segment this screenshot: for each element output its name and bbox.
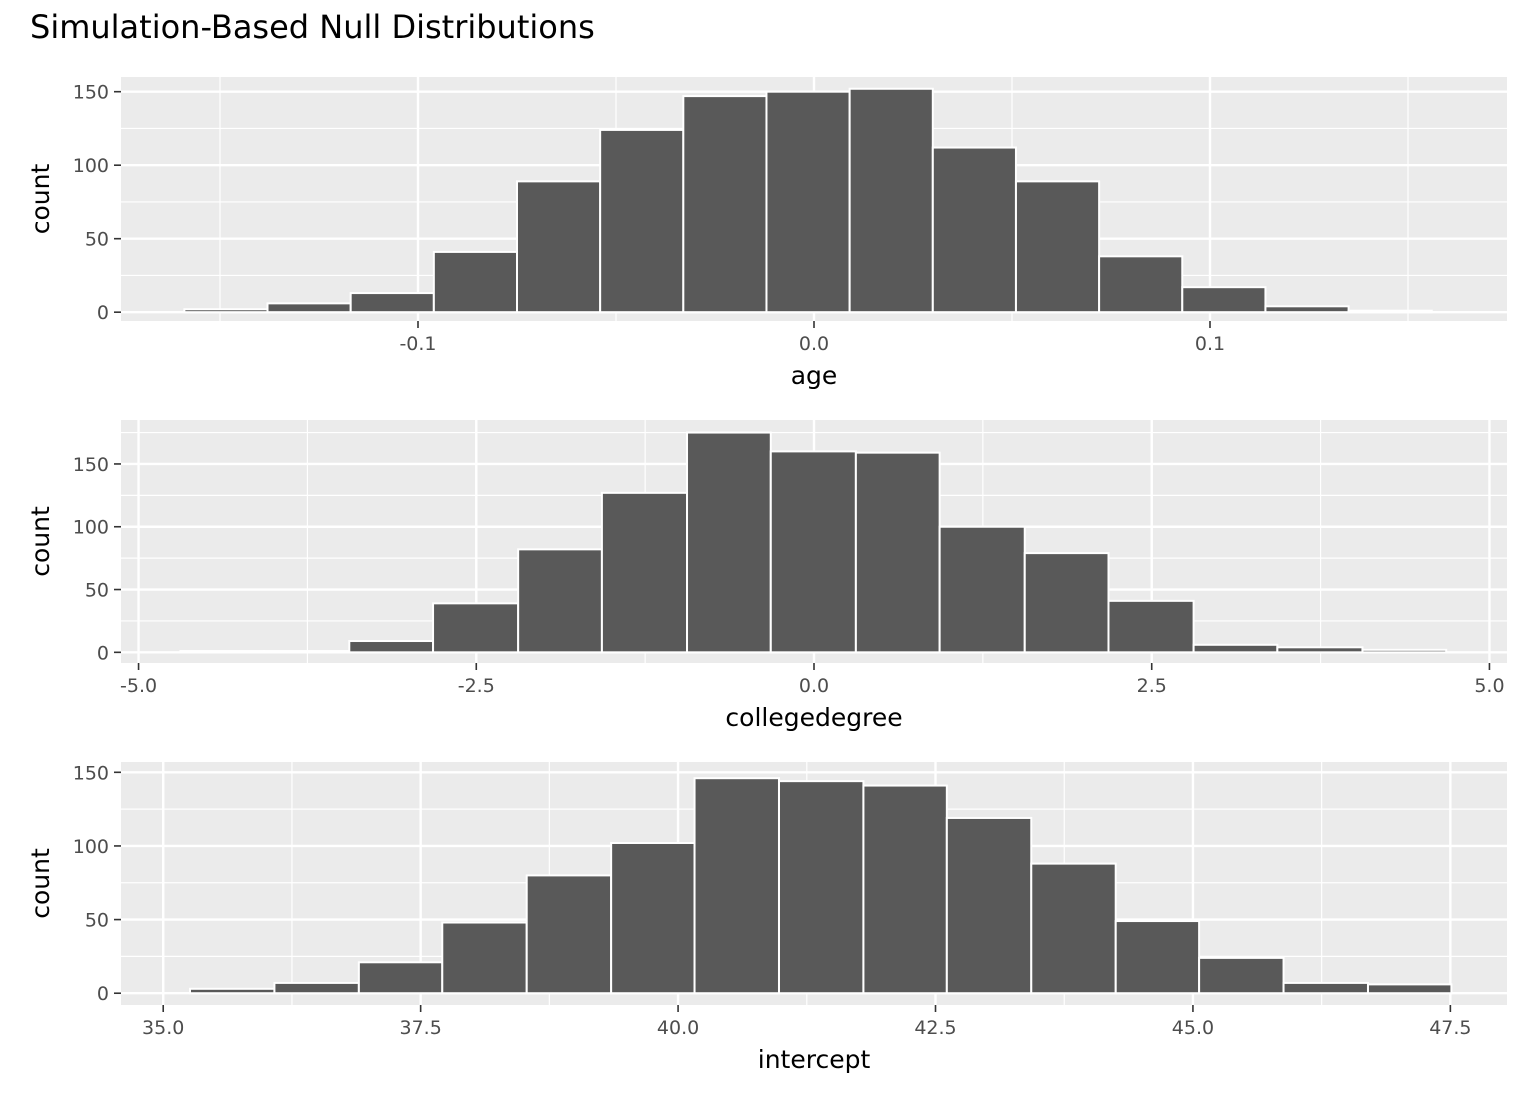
x-axis-title: intercept — [758, 1045, 871, 1074]
histogram-bar — [945, 816, 1033, 995]
histogram-bar — [266, 302, 352, 314]
histogram-bar — [432, 250, 518, 314]
x-tick-label: 0.0 — [799, 675, 829, 697]
x-tick-label: 35.0 — [142, 1017, 184, 1039]
histogram-bar — [682, 95, 768, 314]
histogram-bar — [1107, 599, 1195, 654]
histogram-panel-collegedegree: -5.0 -2.5 0.0 2.5 5.0 0 50 100 150 collegedegree c… — [26, 420, 1507, 732]
histogram-bar — [693, 777, 780, 995]
histogram-bar — [610, 842, 696, 995]
histogram-bar — [432, 602, 520, 654]
histogram-bar — [931, 146, 1017, 314]
x-tick-label: 37.5 — [399, 1017, 441, 1039]
y-tick-label: 150 — [73, 454, 109, 476]
y-tick-label: 150 — [73, 762, 109, 784]
histogram-bar — [349, 292, 435, 314]
histogram-bar — [1023, 552, 1110, 654]
histogram-bar — [1282, 981, 1369, 995]
x-tick-label: 0.1 — [1195, 333, 1225, 355]
x-tick-label: 47.5 — [1429, 1017, 1471, 1039]
y-tick-label: 0 — [97, 983, 109, 1005]
histogram-bar — [599, 128, 685, 314]
x-tick-label: -5.0 — [120, 675, 157, 697]
histogram-bar — [1276, 646, 1364, 654]
x-tick-label: 2.5 — [1137, 675, 1167, 697]
x-tick-label: 5.0 — [1474, 675, 1504, 697]
y-tick-label: 0 — [97, 642, 109, 664]
y-axis-title: count — [26, 506, 55, 577]
y-tick-label: 100 — [73, 517, 109, 539]
histogram-bar — [600, 491, 689, 654]
histogram-bar — [848, 87, 934, 314]
histogram-bar — [263, 650, 351, 654]
y-tick-label: 50 — [85, 910, 109, 932]
x-tick-label: 40.0 — [657, 1017, 699, 1039]
y-axis-title: count — [26, 164, 55, 235]
histogram-bar — [1264, 305, 1350, 314]
histogram-bar — [765, 90, 851, 314]
x-tick-label: 0.0 — [799, 333, 829, 355]
x-tick-label: 45.0 — [1172, 1017, 1214, 1039]
x-axis-title: age — [791, 361, 838, 390]
histogram-bar — [862, 784, 948, 995]
histogram-bar — [348, 640, 435, 654]
histogram-bar — [516, 180, 602, 314]
y-tick-label: 100 — [73, 155, 109, 177]
y-axis-title: count — [26, 848, 55, 919]
histogram-panel-age: -0.1 0.0 0.1 0 50 100 150 age count — [26, 77, 1507, 390]
histogram-bar — [686, 431, 772, 654]
histogram-bar — [1366, 983, 1453, 995]
histogram-bar — [525, 874, 613, 995]
histogram-bar — [273, 981, 360, 995]
y-tick-label: 100 — [73, 836, 109, 858]
histogram-bar — [183, 308, 269, 314]
histogram-bar — [1347, 309, 1433, 314]
histogram-bar — [357, 961, 444, 995]
histogram-bar — [1030, 862, 1117, 995]
histogram-bar — [1361, 648, 1448, 654]
histogram-bar — [1098, 255, 1184, 314]
y-tick-label: 50 — [85, 580, 109, 602]
x-tick-label: -2.5 — [458, 675, 495, 697]
histogram-bar — [1114, 920, 1201, 995]
y-tick-label: 150 — [73, 82, 109, 104]
histogram-bar — [188, 987, 276, 995]
histogram-panel-intercept: 35.0 37.5 40.0 42.5 45.0 47.5 0 50 100 150 interce… — [26, 762, 1507, 1074]
histogram-bar — [777, 780, 865, 995]
histogram-bar — [1014, 180, 1101, 314]
histogram-bar — [179, 650, 266, 654]
histogram-bar — [1198, 956, 1285, 995]
chart-title: Simulation-Based Null Distributions — [30, 8, 595, 46]
histogram-bar — [1181, 286, 1267, 314]
x-tick-label: -0.1 — [399, 333, 436, 355]
histogram-bar — [517, 548, 603, 654]
histogram-bar — [938, 525, 1026, 654]
x-tick-label: 42.5 — [914, 1017, 956, 1039]
x-axis-title: collegedegree — [725, 703, 902, 732]
histogram-bar — [769, 450, 857, 654]
y-tick-label: 50 — [85, 229, 109, 251]
histogram-bar — [441, 921, 528, 995]
y-tick-label: 0 — [97, 302, 109, 324]
histogram-bar — [1192, 643, 1279, 654]
histogram-bar — [854, 451, 941, 654]
